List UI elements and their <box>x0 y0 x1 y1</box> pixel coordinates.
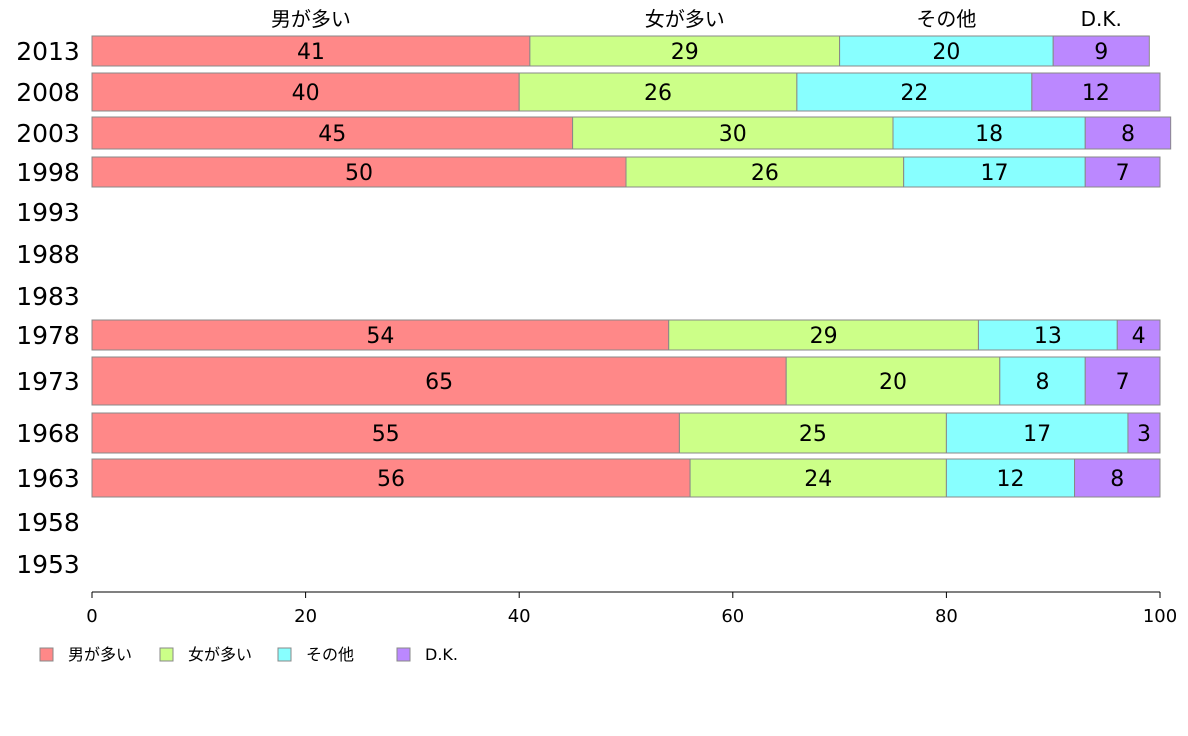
x-tick-label-100: 100 <box>1143 606 1177 627</box>
bar-1998-series-1 <box>625 156 905 188</box>
bar-2013-series-1 <box>529 35 841 67</box>
legend-label-0: 男が多い <box>68 645 132 664</box>
top-labels: 男が多い 女が多い その他 D.K. <box>271 7 1122 31</box>
year-label-1953: 1953 <box>16 550 80 579</box>
year-label-2008: 2008 <box>16 78 80 107</box>
x-tick-label-60: 60 <box>721 606 744 627</box>
bar-1998-series-0 <box>91 156 627 188</box>
bar-2003-series-1 <box>572 116 894 150</box>
bar-value-2013-series-2: 20 <box>932 40 960 65</box>
bar-value-2013-series-0: 41 <box>297 40 325 65</box>
legend-swatch-0 <box>39 647 54 662</box>
bar-1978-series-3 <box>1116 319 1161 351</box>
bar-2013-series-0 <box>91 35 531 67</box>
bar-value-2003-series-1: 30 <box>719 122 747 147</box>
year-label-2013: 2013 <box>16 37 80 66</box>
bar-value-1968-series-2: 17 <box>1023 422 1051 447</box>
bar-1973-series-2 <box>999 356 1086 406</box>
bar-1968-series-2 <box>945 412 1129 454</box>
year-label-1988: 1988 <box>16 240 80 269</box>
bar-2008-series-3 <box>1031 72 1161 112</box>
top-label-3: D.K. <box>1081 7 1122 31</box>
bar-2008-series-2 <box>796 72 1033 112</box>
bar-2008-series-1 <box>518 72 798 112</box>
bar-value-1973-series-1: 20 <box>879 370 907 395</box>
bar-value-1968-series-3: 3 <box>1137 422 1151 447</box>
x-tick-label-40: 40 <box>508 606 531 627</box>
bar-value-1978-series-0: 54 <box>366 324 394 349</box>
bar-2008-series-0 <box>91 72 520 112</box>
bar-1963-series-0 <box>91 458 691 498</box>
bar-value-2003-series-3: 8 <box>1121 122 1135 147</box>
bar-2013-series-3 <box>1052 35 1150 67</box>
bar-1978-series-1 <box>668 319 979 351</box>
bar-value-1963-series-1: 24 <box>804 467 832 492</box>
legend-label-1: 女が多い <box>188 645 252 664</box>
bar-value-2008-series-0: 40 <box>292 81 320 106</box>
year-label-1968: 1968 <box>16 419 80 448</box>
bar-value-1973-series-3: 7 <box>1116 370 1130 395</box>
bar-value-1968-series-1: 25 <box>799 422 827 447</box>
bar-value-2003-series-2: 18 <box>975 122 1003 147</box>
bar-value-2008-series-2: 22 <box>900 81 928 106</box>
bar-1973-series-3 <box>1084 356 1161 406</box>
bar-value-2013-series-1: 29 <box>671 40 699 65</box>
legend-swatch-2 <box>277 647 292 662</box>
bar-value-1963-series-0: 56 <box>377 467 405 492</box>
bar-1973-series-0 <box>91 356 787 406</box>
year-label-1958: 1958 <box>16 508 80 537</box>
legend: 男が多い 女が多い その他 D.K. <box>39 645 458 664</box>
year-label-1978: 1978 <box>16 321 80 350</box>
year-label-1963: 1963 <box>16 464 80 493</box>
legend-swatch-1 <box>159 647 174 662</box>
bar-value-1998-series-3: 7 <box>1116 161 1130 186</box>
year-label-1993: 1993 <box>16 198 80 227</box>
year-label-1998: 1998 <box>16 158 80 187</box>
bar-value-2003-series-0: 45 <box>318 122 346 147</box>
bar-1978-series-0 <box>91 319 670 351</box>
year-label-1983: 1983 <box>16 282 80 311</box>
bar-1973-series-1 <box>785 356 1001 406</box>
bar-value-1978-series-1: 29 <box>810 324 838 349</box>
bar-value-1963-series-3: 8 <box>1110 467 1124 492</box>
bar-1968-series-0 <box>91 412 680 454</box>
bar-value-2008-series-1: 26 <box>644 81 672 106</box>
legend-label-3: D.K. <box>425 645 458 664</box>
year-label-2003: 2003 <box>16 119 80 148</box>
year-label-1973: 1973 <box>16 367 80 396</box>
bar-2003-series-0 <box>91 116 574 150</box>
legend-swatch-3 <box>396 647 411 662</box>
bar-value-1963-series-2: 12 <box>996 467 1024 492</box>
bar-value-2008-series-3: 12 <box>1082 81 1110 106</box>
bar-1968-series-3 <box>1127 412 1161 454</box>
top-label-1: 女が多い <box>645 7 725 31</box>
bar-1963-series-3 <box>1074 458 1161 498</box>
bar-value-1998-series-2: 17 <box>980 161 1008 186</box>
bar-1978-series-2 <box>977 319 1118 351</box>
bar-1963-series-2 <box>945 458 1076 498</box>
bar-value-1973-series-0: 65 <box>425 370 453 395</box>
bar-value-1978-series-3: 4 <box>1132 324 1146 349</box>
top-label-2: その他 <box>916 7 976 31</box>
bar-value-1998-series-0: 50 <box>345 161 373 186</box>
bars: 41 29 20 9 40 26 22 12 45 30 18 8 50 26 17 7 54 29 13 4 65 20… <box>91 35 1172 498</box>
x-tick-label-80: 80 <box>935 606 958 627</box>
bar-value-1978-series-2: 13 <box>1034 324 1062 349</box>
year-labels: 2013 2008 2003 1998 1993 1988 1983 1978 1973 1968… <box>16 37 80 579</box>
bar-2013-series-2 <box>839 35 1054 67</box>
bar-value-1968-series-0: 55 <box>372 422 400 447</box>
bar-value-1973-series-2: 8 <box>1036 370 1050 395</box>
x-tick-label-0: 0 <box>86 606 97 627</box>
bar-1998-series-3 <box>1084 156 1161 188</box>
legend-label-2: その他 <box>306 645 354 664</box>
top-label-0: 男が多い <box>271 7 351 31</box>
x-tick-label-20: 20 <box>294 606 317 627</box>
bar-2003-series-3 <box>1084 116 1172 150</box>
bar-value-2013-series-3: 9 <box>1094 40 1108 65</box>
bar-value-1998-series-1: 26 <box>751 161 779 186</box>
x-axis: 0 20 40 60 80 100 <box>86 591 1177 627</box>
